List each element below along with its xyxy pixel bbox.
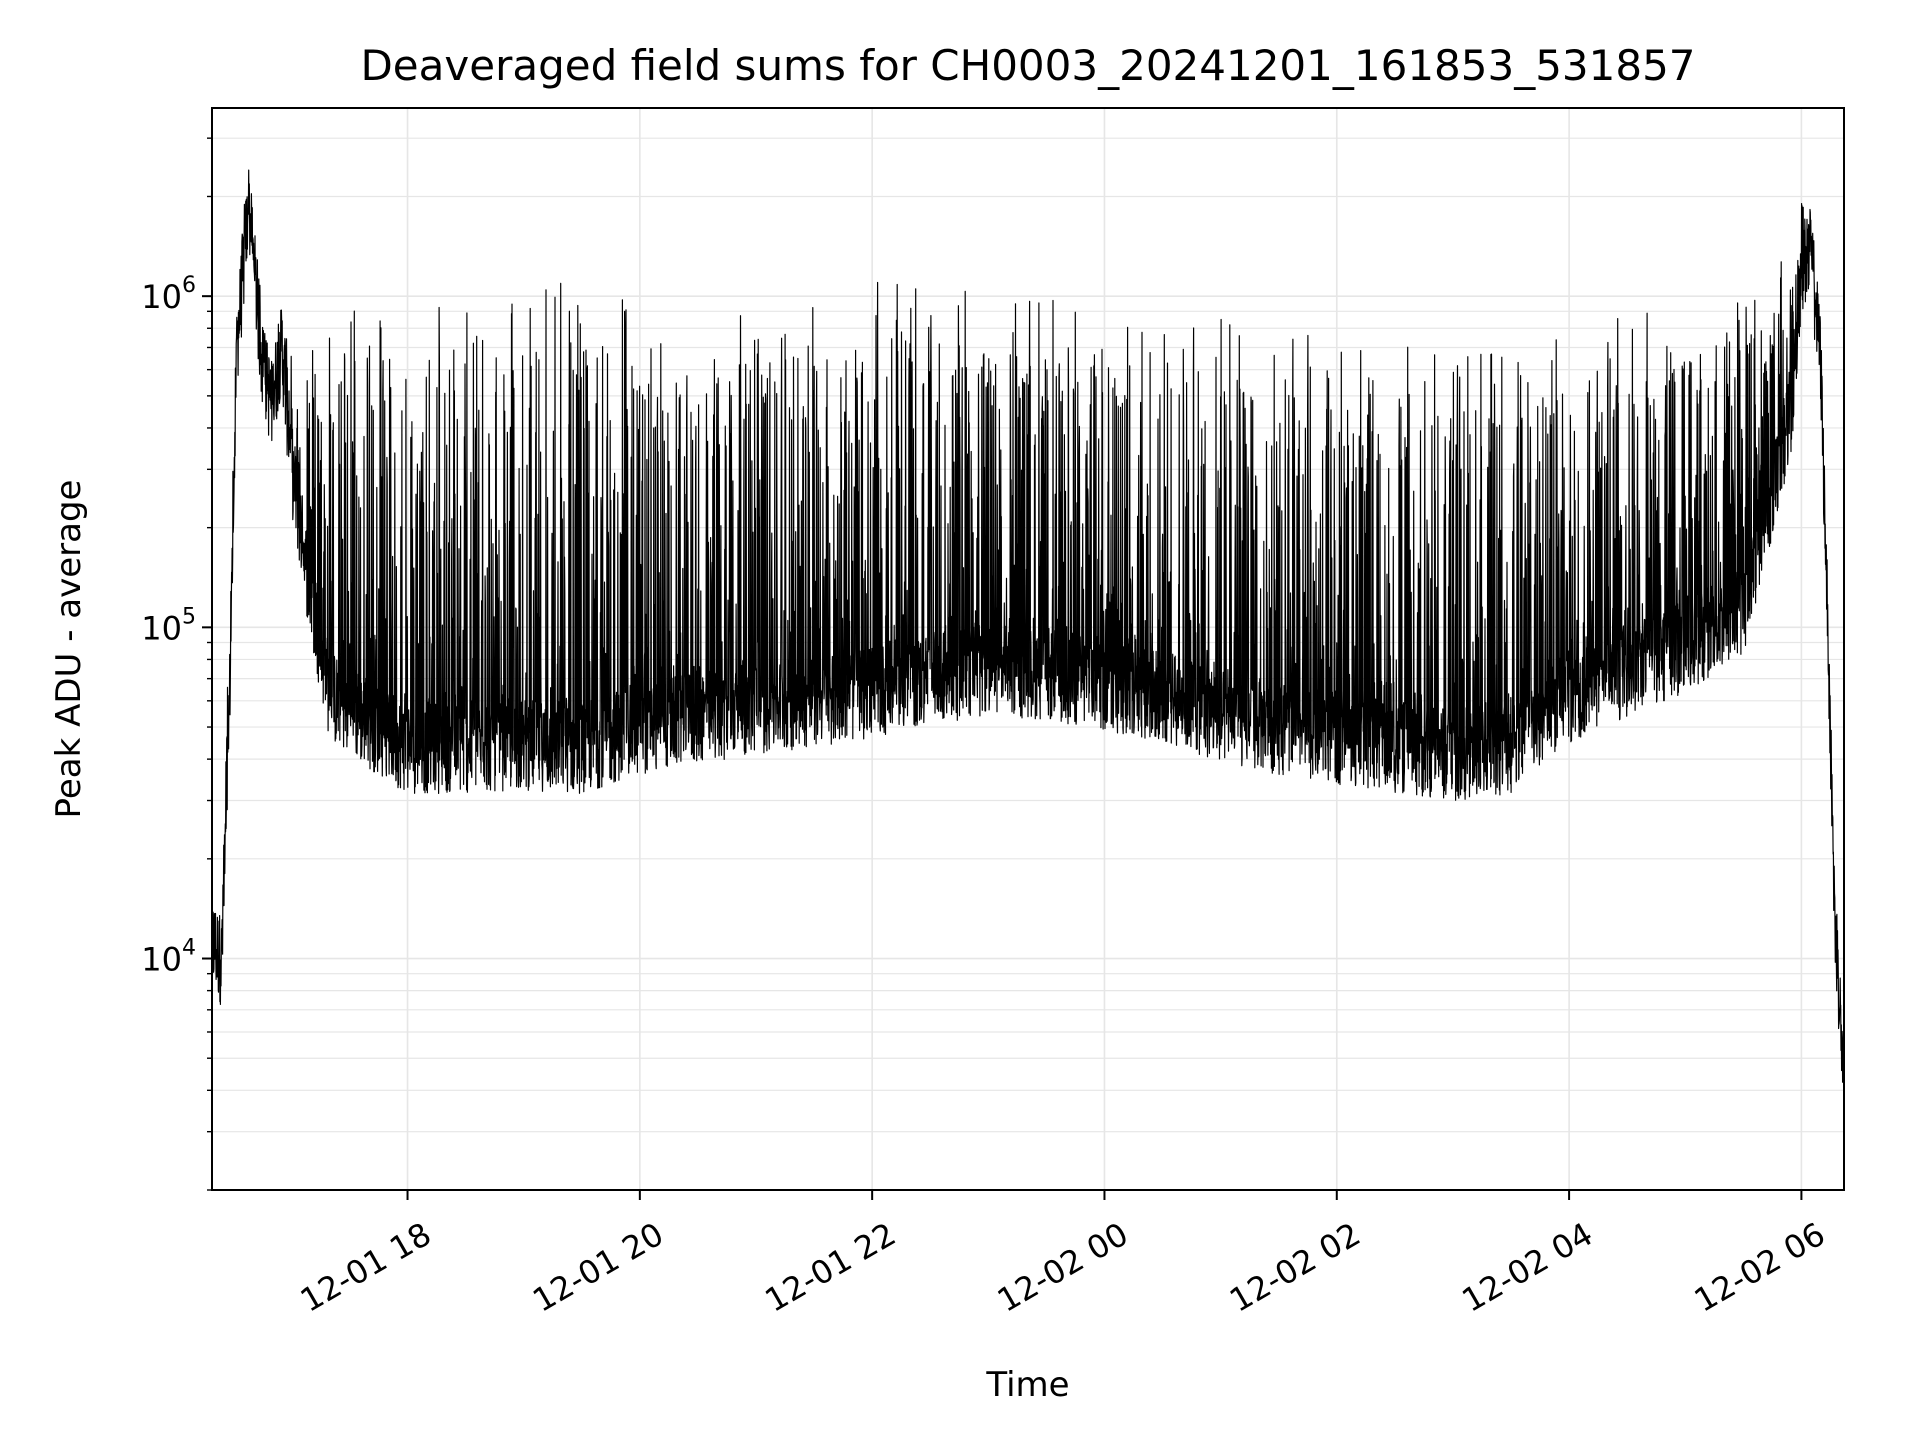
- series-group: [211, 169, 1845, 1083]
- plot-frame: [211, 107, 1845, 1191]
- x-axis-label: Time: [985, 1365, 1069, 1405]
- y-tick-label: 106: [141, 273, 196, 316]
- series-line: [211, 169, 1845, 1083]
- chart-title: Deaveraged field sums for CH0003_2024120…: [360, 41, 1695, 90]
- y-tick-label: 104: [141, 936, 196, 979]
- y-axis-label: Peak ADU - average: [49, 480, 89, 819]
- y-tick-label: 105: [141, 604, 196, 647]
- y-axis: 104 105 106: [141, 137, 212, 1191]
